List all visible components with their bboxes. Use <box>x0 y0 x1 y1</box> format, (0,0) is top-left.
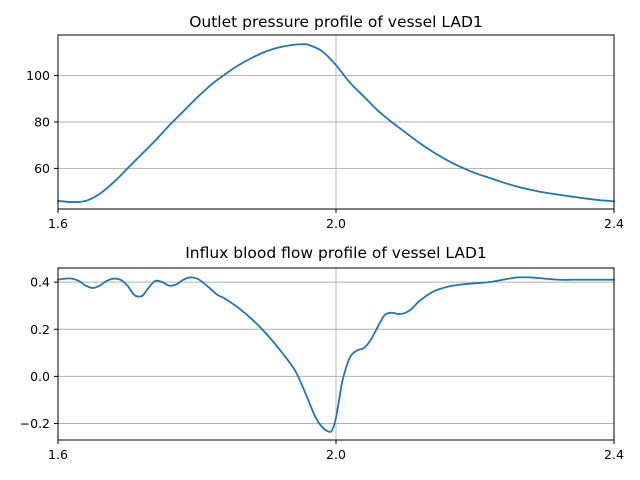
series-line <box>57 43 615 203</box>
x-tick-label: 1.6 <box>48 216 68 231</box>
x-tick-label: 2.4 <box>604 447 624 462</box>
x-tick-label: 2.4 <box>604 216 624 231</box>
pressure-subplot: Outlet pressure profile of vessel LAD1 1… <box>26 13 624 231</box>
y-tick-label: 60 <box>34 161 50 176</box>
tick-layer: 1.6 2.0 2.4 60 80 100 <box>26 68 624 231</box>
chart-title: Influx blood flow profile of vessel LAD1 <box>185 244 487 262</box>
y-tick-label: −0.2 <box>20 416 50 431</box>
grid <box>57 35 615 209</box>
chart-title: Outlet pressure profile of vessel LAD1 <box>189 13 483 31</box>
y-tick-label: 80 <box>34 115 50 130</box>
y-tick-label: 100 <box>26 68 50 83</box>
y-tick-label: 0.2 <box>30 322 50 337</box>
flow-subplot: Influx blood flow profile of vessel LAD1… <box>20 244 624 462</box>
y-tick-label: 0.4 <box>30 275 50 290</box>
tick-layer: 1.6 2.0 2.4 −0.2 0.0 0.2 0.4 <box>20 275 624 462</box>
x-tick-label: 2.0 <box>326 216 346 231</box>
series-line <box>57 276 615 433</box>
x-tick-label: 2.0 <box>326 447 346 462</box>
y-tick-label: 0.0 <box>30 369 50 384</box>
x-tick-label: 1.6 <box>48 447 68 462</box>
series-layer <box>57 276 615 433</box>
series-layer <box>57 43 615 203</box>
